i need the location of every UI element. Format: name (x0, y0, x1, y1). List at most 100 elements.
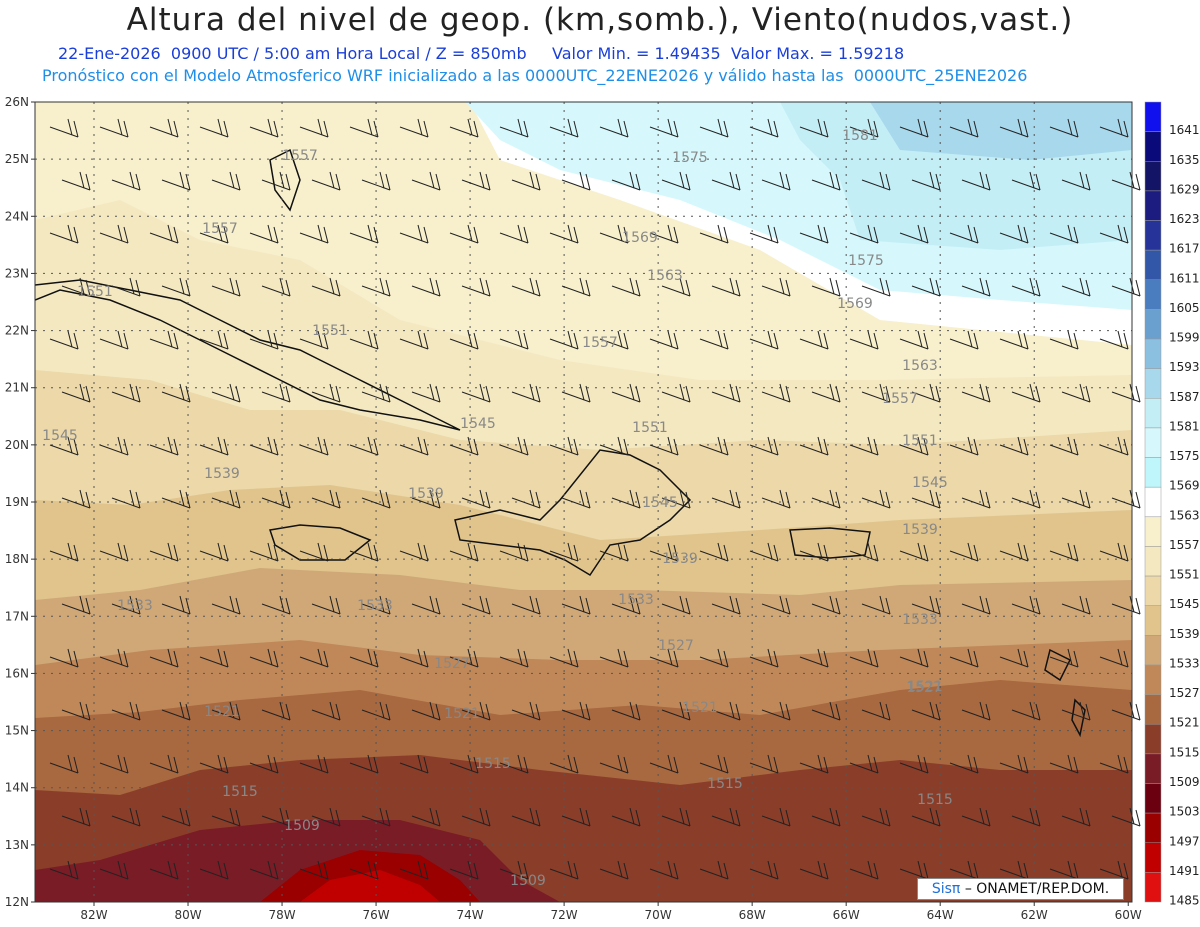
wind-barb (349, 860, 379, 880)
contour-label: 1521 (682, 700, 718, 716)
lon-label: 66W (833, 908, 860, 922)
colorbar-swatch (1144, 368, 1162, 399)
wind-barb (399, 436, 429, 456)
colorbar-swatch (1144, 101, 1162, 132)
wind-barb (861, 489, 891, 509)
wind-barb (449, 436, 479, 456)
wind-barb (99, 330, 129, 350)
credit-text: – ONAMET/REP.DOM. (964, 881, 1110, 897)
wind-barb (549, 648, 579, 668)
wind-barb (661, 171, 691, 191)
wind-barb (261, 383, 291, 403)
colorbar-swatch (1144, 516, 1162, 547)
contour-label: 1527 (434, 656, 470, 672)
lon-label: 70W (645, 908, 672, 922)
wind-barb (1061, 171, 1091, 191)
wind-barb (161, 171, 191, 191)
wind-barb (561, 701, 591, 721)
wind-barb (911, 701, 941, 721)
wind-barb (499, 542, 529, 562)
wind-barb (961, 807, 991, 827)
wind-barb (361, 171, 391, 191)
wind-barb (211, 277, 241, 297)
wind-barb (999, 330, 1029, 350)
wind-barb (261, 489, 291, 509)
contour-label: 1545 (642, 495, 678, 511)
wind-barb (311, 701, 341, 721)
wind-barb (549, 436, 579, 456)
wind-barb (761, 489, 791, 509)
wind-barb (649, 542, 679, 562)
wind-barb (1011, 171, 1041, 191)
contour-label: 1521 (907, 679, 943, 695)
wind-barb (399, 648, 429, 668)
wind-barb (111, 701, 141, 721)
wind-barb (99, 648, 129, 668)
wind-barb (749, 754, 779, 774)
colorbar-label: 1503 (1169, 805, 1200, 819)
wind-barb (61, 489, 91, 509)
lon-label: 72W (551, 908, 578, 922)
wind-barb (699, 542, 729, 562)
wind-barb (499, 648, 529, 668)
contour-label: 1533 (357, 598, 393, 614)
wind-barb (999, 860, 1029, 880)
contour-label: 1515 (707, 776, 743, 792)
wind-barb (1061, 489, 1091, 509)
wind-barb (349, 224, 379, 244)
wind-barb (361, 383, 391, 403)
wind-barb (561, 595, 591, 615)
colorbar-swatch (1144, 427, 1162, 458)
wind-barb (699, 436, 729, 456)
contour-label: 1563 (902, 358, 938, 374)
wind-barb (261, 807, 291, 827)
wind-barb (799, 330, 829, 350)
colorbar-swatch (1144, 546, 1162, 577)
wind-barb (899, 542, 929, 562)
wind-barb (299, 860, 329, 880)
lat-label: 16N (5, 666, 29, 680)
wind-barb (99, 860, 129, 880)
contour-label: 1545 (460, 416, 496, 432)
wind-barb (649, 436, 679, 456)
wind-barb (911, 171, 941, 191)
wind-barb (249, 436, 279, 456)
wind-barb (849, 754, 879, 774)
wind-barb (561, 489, 591, 509)
wind-barb (399, 542, 429, 562)
wind-barb (799, 648, 829, 668)
lat-label: 17N (5, 609, 29, 623)
wind-barb (99, 118, 129, 138)
contour-label: 1527 (906, 680, 942, 696)
wind-barb (961, 595, 991, 615)
colorbar-label: 1617 (1169, 242, 1200, 256)
wind-barb (661, 383, 691, 403)
contour-label: 1533 (902, 612, 938, 628)
wind-barb (149, 542, 179, 562)
wind-barb (249, 860, 279, 880)
wind-barb (49, 754, 79, 774)
contour-label: 1581 (842, 128, 878, 144)
lat-label: 22N (5, 324, 29, 338)
wind-barb (511, 489, 541, 509)
wind-barb (1011, 383, 1041, 403)
wind-barb (211, 807, 241, 827)
wind-barb (549, 330, 579, 350)
wind-barb (499, 436, 529, 456)
wind-barb (411, 489, 441, 509)
wind-barb (399, 224, 429, 244)
wind-barb (211, 171, 241, 191)
colorbar-swatch (1144, 783, 1162, 814)
wind-barb (449, 542, 479, 562)
wind-barb (1099, 330, 1129, 350)
wind-barb (799, 542, 829, 562)
wind-barb (349, 542, 379, 562)
wind-barb (361, 595, 391, 615)
wind-barb (661, 277, 691, 297)
colorbar-swatch (1144, 279, 1162, 310)
contour-label: 1539 (204, 466, 240, 482)
wind-barb (911, 489, 941, 509)
wind-barb (961, 383, 991, 403)
wind-barb (749, 330, 779, 350)
wind-barb (311, 807, 341, 827)
